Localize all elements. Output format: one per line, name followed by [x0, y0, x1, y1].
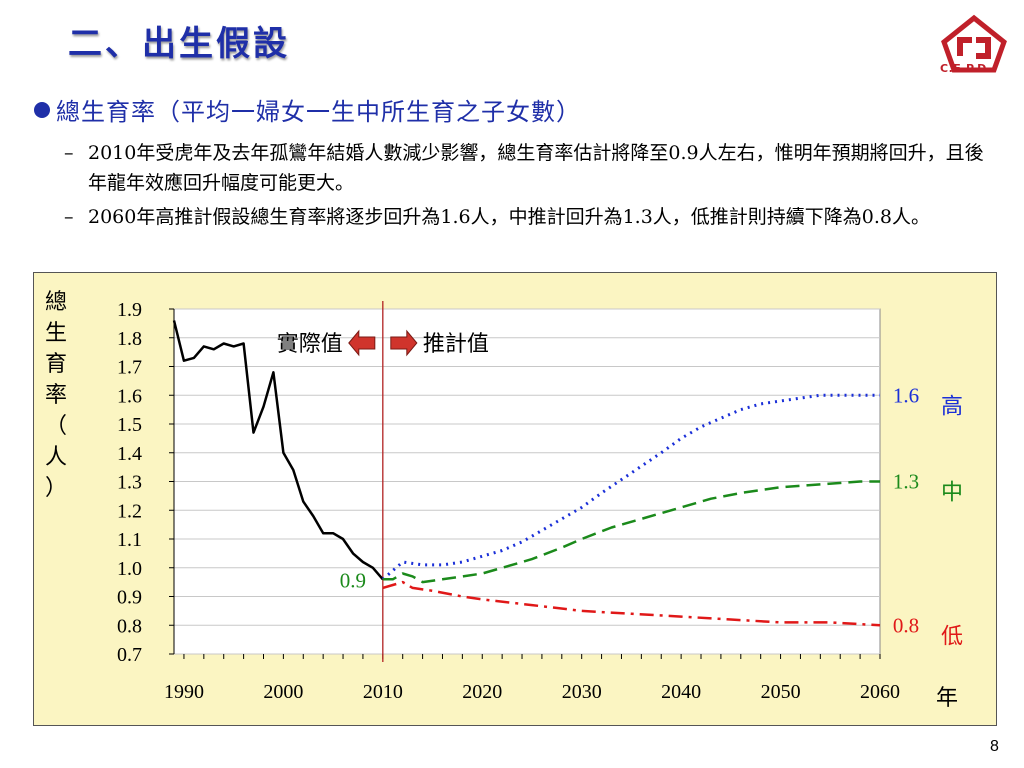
series-line-低: [382, 580, 881, 627]
subpoint-2-text: 2060年高推計假設總生育率將逐步回升為1.6人，中推計回升為1.3人，低推計則…: [88, 206, 931, 228]
x-axis-label: 年: [936, 685, 958, 710]
annotation-end-value-high: 1.6: [893, 383, 919, 407]
logo-caption: C.E.P.D.: [940, 62, 992, 75]
y-axis-label-char: ）: [45, 475, 67, 500]
arrow-left-icon: [348, 329, 376, 357]
subpoint-2: – 2060年高推計假設總生育率將逐步回升為1.6人，中推計回升為1.3人，低推…: [64, 202, 996, 232]
slide-title: 二、出生假設: [68, 24, 290, 64]
series-line-中: [382, 480, 880, 584]
y-tick-label: 1.6: [117, 385, 142, 407]
fertility-chart: 1.9 1.8 1.7 1.6 1.5 1.4 1.3 1.2 1.1 1.0 0.9 0.8 0.7 1…: [45, 289, 963, 710]
main-bullet: 總生育率（平均一婦女一生中所生育之子女數）: [34, 92, 581, 127]
y-tick-label: 1.9: [117, 299, 142, 321]
x-tick-label: 2050: [761, 681, 801, 703]
y-tick-label: 1.7: [117, 357, 142, 379]
dash-icon: –: [64, 206, 74, 228]
subpoint-1: – 2010年受虎年及去年孤鸞年結婚人數減少影響，總生育率估計將降至0.9人左右…: [64, 138, 996, 198]
y-tick-label: 1.8: [117, 328, 142, 350]
y-tick-label: 1.1: [117, 529, 142, 551]
x-tick-label: 2030: [562, 681, 602, 703]
annotation-end-value-low: 0.8: [893, 613, 919, 637]
y-axis-label-char: （: [45, 413, 67, 438]
x-tick-label: 2060: [860, 681, 900, 703]
series-label-mid: 中: [941, 480, 963, 505]
x-tick-label: 2010: [363, 681, 403, 703]
y-tick-label: 1.4: [117, 443, 142, 465]
y-axis-label-char: 生: [45, 320, 67, 345]
cepd-logo: [941, 14, 1007, 73]
subpoint-1-text: 2010年受虎年及去年孤鸞年結婚人數減少影響，總生育率估計將降至0.9人左右，惟…: [88, 142, 984, 194]
annotation-end-value-mid: 1.3: [893, 470, 919, 494]
y-tick-label: 1.5: [117, 414, 142, 436]
y-axis-label-char: 育: [45, 351, 67, 376]
x-tick-label: 2000: [263, 681, 303, 703]
arrow-right-icon: [390, 329, 418, 357]
dash-icon: –: [64, 142, 74, 164]
x-tick-label: 2020: [462, 681, 502, 703]
legend-projected-label: 推計值: [423, 331, 489, 356]
x-tick-label: 2040: [661, 681, 701, 703]
series-line-高: [381, 393, 880, 581]
y-axis-label-char: 總: [45, 289, 67, 314]
y-tick-label: 1.3: [117, 472, 142, 494]
y-axis-label-char: 人: [45, 444, 67, 469]
series-label-low: 低: [941, 623, 963, 648]
y-tick-label: 0.9: [117, 587, 142, 609]
y-tick-label: 1.0: [117, 558, 142, 580]
y-tick-label: 0.8: [117, 615, 142, 637]
legend-actual-label: 實際值: [277, 331, 343, 356]
y-tick-label: 0.7: [117, 644, 142, 666]
x-tick-label: 1990: [164, 681, 204, 703]
y-axis-label-char: 率: [45, 382, 67, 407]
annotation-start-value: 0.9: [340, 568, 366, 592]
series-label-high: 高: [941, 393, 963, 418]
page-number: 8: [990, 738, 999, 755]
y-tick-label: 1.2: [117, 500, 142, 522]
bullet-text: 總生育率（平均一婦女一生中所生育之子女數）: [56, 98, 581, 126]
bullet-dot-icon: [34, 101, 50, 118]
series-line-實際值: [172, 320, 384, 581]
chart-panel: 1.9 1.8 1.7 1.6 1.5 1.4 1.3 1.2 1.1 1.0 0.9 0.8 0.7 1…: [33, 272, 997, 726]
